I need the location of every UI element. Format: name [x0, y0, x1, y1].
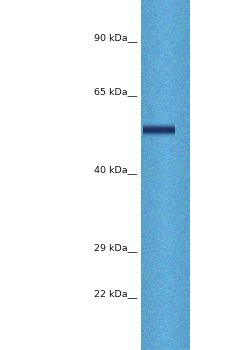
Bar	[143, 130, 176, 131]
Bar	[143, 127, 176, 128]
Bar	[143, 128, 176, 129]
Bar	[143, 127, 176, 128]
Bar	[143, 133, 176, 134]
Bar	[143, 124, 176, 125]
Bar	[143, 130, 176, 131]
Bar	[143, 136, 176, 137]
Bar	[141, 0, 189, 350]
Bar	[143, 125, 176, 126]
Bar	[143, 131, 176, 132]
Bar	[143, 129, 176, 130]
Text: 90 kDa__: 90 kDa__	[94, 34, 138, 42]
Bar	[143, 131, 176, 132]
Bar	[143, 125, 176, 126]
Bar	[143, 128, 176, 129]
Text: 22 kDa__: 22 kDa__	[94, 289, 138, 299]
Text: 40 kDa__: 40 kDa__	[94, 166, 138, 175]
Text: 29 kDa__: 29 kDa__	[94, 244, 138, 252]
Bar	[143, 126, 176, 127]
Bar	[143, 132, 176, 133]
Bar	[143, 135, 176, 136]
Bar	[143, 123, 176, 124]
Bar	[143, 126, 176, 127]
Bar	[143, 135, 176, 137]
Bar	[143, 134, 176, 135]
Bar	[143, 134, 176, 135]
Bar	[143, 132, 176, 133]
Bar	[143, 122, 176, 124]
Text: 65 kDa__: 65 kDa__	[94, 88, 138, 97]
Bar	[143, 134, 176, 135]
Bar	[143, 133, 176, 134]
Bar	[143, 124, 176, 125]
Bar	[143, 136, 176, 138]
Bar	[143, 129, 176, 130]
